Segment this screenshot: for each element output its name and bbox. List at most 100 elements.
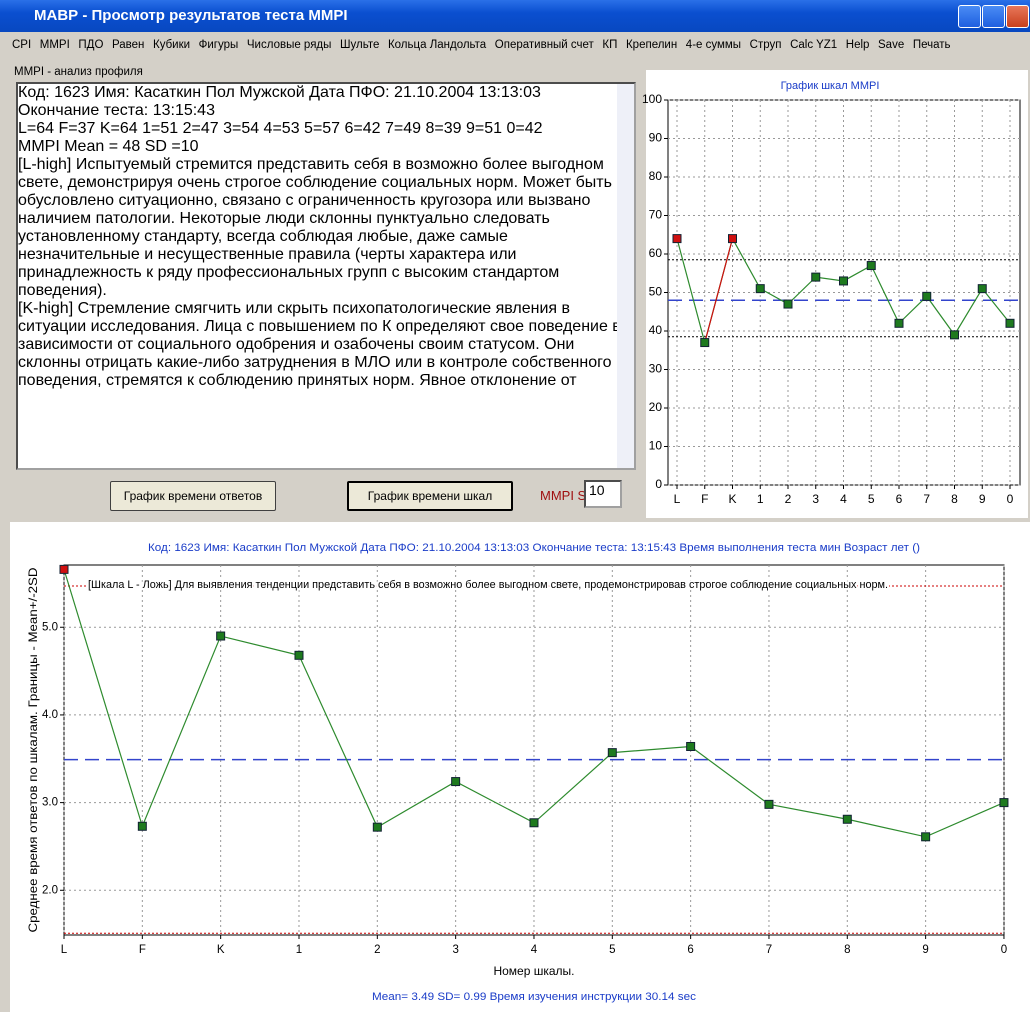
menu-item[interactable]: Печать (912, 39, 951, 51)
data-point (686, 741, 696, 751)
data-point (672, 234, 682, 244)
y-tick-label: 10 (649, 439, 663, 453)
x-tick-label: F (139, 944, 146, 956)
sd-label: MMPI SD (540, 488, 596, 503)
y-tick-label: 3.0 (42, 797, 58, 809)
y-tick-label: 80 (649, 169, 663, 183)
data-point (59, 564, 69, 574)
data-point (294, 650, 304, 660)
menu-item[interactable]: Help (845, 39, 870, 51)
y-axis-label: Среднее время ответов по шкалам. Границы… (26, 567, 40, 932)
data-point (728, 234, 737, 244)
x-tick-label: 0 (1007, 492, 1014, 506)
data-point (137, 821, 147, 831)
text-line: поведения). (18, 282, 107, 299)
button-label: График времени ответов (123, 489, 263, 503)
y-tick-label: 70 (649, 208, 663, 222)
text-line: свете, демонстрируя очень строгое соблюд… (18, 174, 612, 191)
data-point (894, 318, 904, 328)
text-line: [K-high] Стремление смягчить или скрыть … (18, 300, 571, 317)
x-tick-label: 7 (923, 492, 930, 506)
x-tick-label: 5 (868, 492, 875, 506)
text-line: ситуации исследования. Лица с повышением… (18, 318, 621, 335)
text-line: незначительные и несущественные правила … (18, 246, 517, 263)
x-tick-label: 5 (609, 944, 615, 956)
minimize-button[interactable] (958, 5, 981, 28)
text-line: MMPI Mean = 48 SD =10 (18, 138, 199, 155)
data-point (921, 832, 931, 842)
menu-item[interactable]: Числовые ряды (246, 39, 332, 51)
button[interactable]: График времени шкал (347, 481, 513, 511)
menu-item[interactable]: MMPI (39, 39, 70, 51)
maximize-button[interactable] (982, 5, 1005, 28)
data-point (764, 799, 774, 809)
button-label: График времени шкал (367, 489, 493, 503)
text-line: Код: 1623 Имя: Касаткин Пол Мужской Дата… (18, 84, 541, 101)
series-segment (704, 238, 734, 343)
data-point (842, 814, 852, 824)
x-tick-label: 7 (766, 944, 772, 956)
y-tick-label: 100 (642, 92, 662, 106)
data-point (811, 272, 821, 282)
y-tick-label: 40 (649, 323, 663, 337)
text-line: склонны отрицать какие-либо затруднения … (18, 354, 612, 371)
menu-item[interactable]: Крепелин (625, 39, 678, 51)
menu-item[interactable]: CPI (12, 39, 32, 51)
title-bar: МАВР - Просмотр результатов теста MMPI (0, 0, 1030, 32)
sd-value: 10 (589, 482, 605, 498)
data-point (372, 822, 382, 832)
data-point (977, 284, 987, 294)
x-tick-label: F (701, 492, 708, 506)
text-line: поведения, стремятся к соблюдению принят… (18, 372, 577, 389)
data-point (755, 284, 765, 294)
data-point (529, 818, 539, 828)
y-tick-label: 50 (649, 285, 663, 299)
x-tick-label: 3 (452, 944, 458, 956)
menu-item[interactable]: Save (878, 39, 905, 51)
chart-footer: Mean= 3.49 SD= 0.99 Время изучения инстр… (372, 991, 697, 1003)
data-point (783, 299, 793, 309)
menu-item[interactable]: Кольца Ландольта (387, 39, 487, 51)
menu-item[interactable]: ПДО (78, 39, 104, 51)
data-point (950, 330, 959, 340)
menu-item[interactable]: Оперативный счет (494, 39, 594, 51)
text-line: наличием патологии. Некоторые люди склон… (18, 210, 550, 227)
x-tick-label: 1 (296, 944, 302, 956)
menu-item[interactable]: Calc YZ1 (790, 39, 838, 51)
close-button[interactable] (1006, 5, 1029, 28)
menu-item[interactable]: 4-е суммы (685, 39, 742, 51)
group-label: MMPI - анализ профиля (14, 66, 143, 78)
data-point (700, 338, 710, 348)
menu-item[interactable]: Шульте (340, 39, 380, 51)
y-tick-label: 0 (655, 477, 662, 491)
x-tick-label: 4 (531, 944, 538, 956)
menu-item[interactable]: Равен (111, 39, 145, 51)
chart-title: График шкал MMPI (781, 80, 880, 92)
menu-item[interactable]: Фигуры (198, 39, 239, 51)
scrollbar[interactable] (617, 84, 634, 468)
text-line: зависимости от социального одобрения и о… (18, 336, 575, 353)
menu-item[interactable]: Струп (749, 39, 782, 51)
menu-item[interactable]: Кубики (153, 39, 191, 51)
button[interactable]: График времени ответов (110, 481, 276, 511)
y-tick-label: 2.0 (42, 884, 58, 896)
sd-spin[interactable]: 10 (584, 480, 622, 508)
data-point (922, 291, 932, 301)
data-point (216, 631, 226, 641)
text-line: принадлежность к ряду профессиональных г… (18, 264, 560, 281)
text-line: L=64 F=37 K=64 1=51 2=47 3=54 4=53 5=57 … (18, 120, 543, 137)
y-tick-label: 30 (649, 362, 663, 376)
y-tick-label: 60 (649, 246, 663, 260)
data-point (839, 276, 848, 286)
x-tick-label: 1 (757, 492, 764, 506)
y-tick-label: 5.0 (42, 621, 58, 633)
menu-item[interactable]: КП (602, 39, 618, 51)
y-tick-label: 4.0 (42, 709, 58, 721)
x-tick-label: 2 (785, 492, 792, 506)
x-tick-label: L (674, 492, 681, 506)
data-point (866, 261, 876, 271)
x-tick-label: L (61, 944, 68, 956)
x-tick-label: 4 (840, 492, 847, 506)
profile-text[interactable]: Код: 1623 Имя: Касаткин Пол Мужской Дата… (16, 82, 636, 470)
